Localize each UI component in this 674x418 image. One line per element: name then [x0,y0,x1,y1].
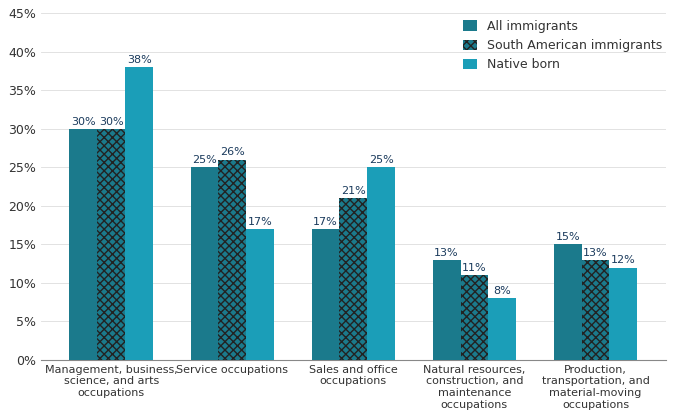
Bar [460,275,489,360]
Bar [582,260,609,360]
Bar [246,229,274,360]
Bar [554,245,582,360]
Text: 13%: 13% [583,247,608,257]
Text: 30%: 30% [99,117,123,127]
Text: 21%: 21% [341,186,366,196]
Text: 8%: 8% [493,286,511,296]
Bar [340,198,367,360]
Text: 25%: 25% [192,155,217,165]
Bar [97,129,125,360]
Text: 26%: 26% [220,148,245,158]
Bar [433,260,460,360]
Text: 38%: 38% [127,55,152,65]
Bar [367,168,395,360]
Text: 17%: 17% [248,217,272,227]
Text: 15%: 15% [555,232,580,242]
Bar [609,268,638,360]
Bar [218,160,246,360]
Bar [69,129,97,360]
Bar [125,67,153,360]
Legend: All immigrants, South American immigrants, Native born: All immigrants, South American immigrant… [459,16,666,75]
Text: 13%: 13% [434,247,459,257]
Bar [489,298,516,360]
Text: 30%: 30% [71,117,96,127]
Bar [191,168,218,360]
Text: 11%: 11% [462,263,487,273]
Bar [311,229,340,360]
Text: 12%: 12% [611,255,636,265]
Text: 25%: 25% [369,155,394,165]
Text: 17%: 17% [313,217,338,227]
